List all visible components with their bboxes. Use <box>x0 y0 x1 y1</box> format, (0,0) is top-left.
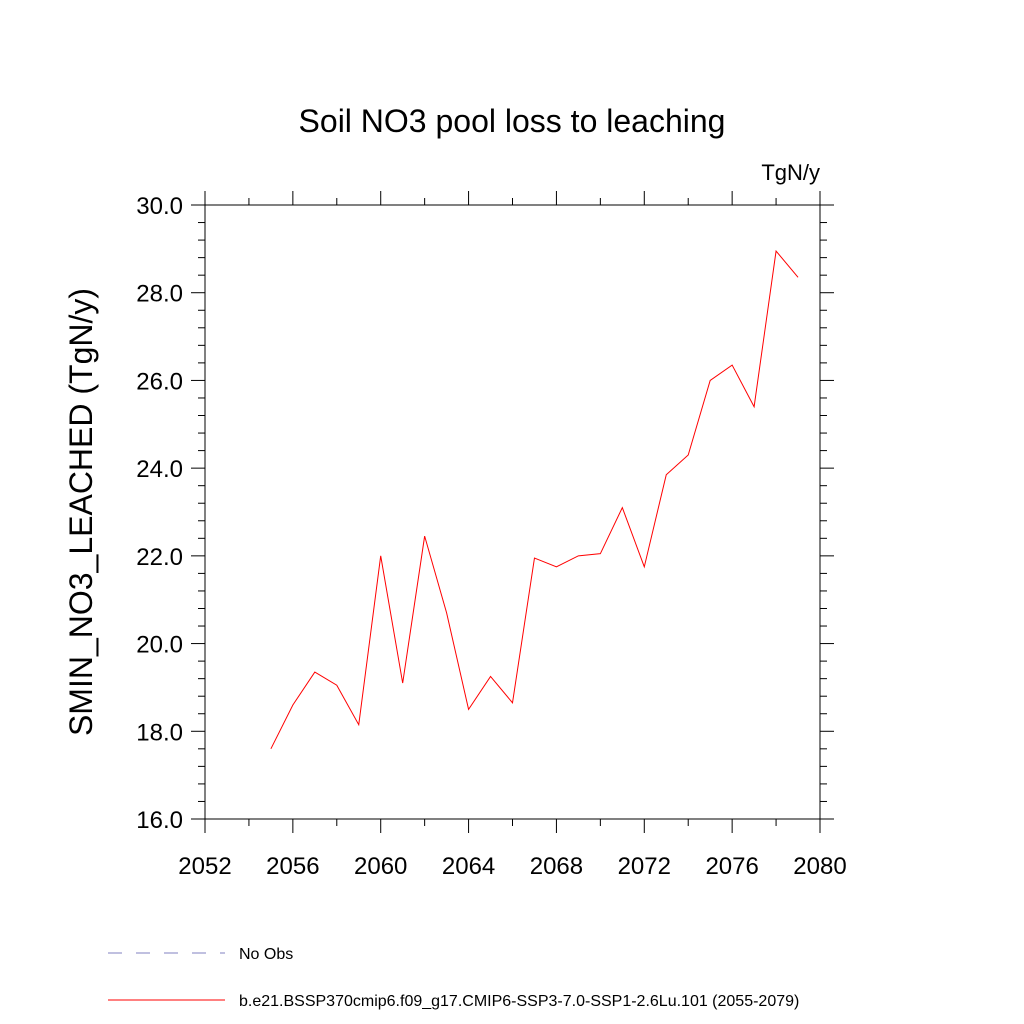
y-tick-label: 22.0 <box>136 544 183 571</box>
y-axis-label: SMIN_NO3_LEACHED (TgN/y) <box>63 288 99 736</box>
series-line-0 <box>270 249 799 750</box>
data-series <box>270 249 799 750</box>
y-tick-label: 18.0 <box>136 719 183 746</box>
x-tick-label: 2076 <box>705 853 758 880</box>
axis-tick-labels: 2052 2056 2060 2064 2068 2072 2076 2080 16.0 18.0… <box>136 193 846 880</box>
y-tick-label: 30.0 <box>136 193 183 220</box>
plot-frame <box>204 204 821 820</box>
x-tick-label: 2060 <box>354 853 407 880</box>
y-tick-label: 24.0 <box>136 456 183 483</box>
y-tick-label: 16.0 <box>136 807 183 834</box>
legend-label-model-run: b.e21.BSSP370cmip6.f09_g17.CMIP6-SSP3-7.… <box>239 993 799 1010</box>
x-tick-label: 2072 <box>618 853 671 880</box>
x-tick-label: 2080 <box>793 853 846 880</box>
x-tick-label: 2064 <box>442 853 495 880</box>
y-tick-label: 28.0 <box>136 281 183 308</box>
chart-title: Soil NO3 pool loss to leaching <box>299 103 726 139</box>
x-tick-label: 2056 <box>266 853 319 880</box>
x-tick-label: 2068 <box>530 853 583 880</box>
y-tick-label: 26.0 <box>136 368 183 395</box>
legend: No Obs b.e21.BSSP370cmip6.f09_g17.CMIP6-… <box>108 946 799 1010</box>
y-tick-label: 20.0 <box>136 632 183 659</box>
legend-label-no-obs: No Obs <box>239 946 293 963</box>
units-label: TgN/y <box>761 160 820 185</box>
axis-ticks <box>191 191 834 833</box>
x-tick-label: 2052 <box>178 853 231 880</box>
